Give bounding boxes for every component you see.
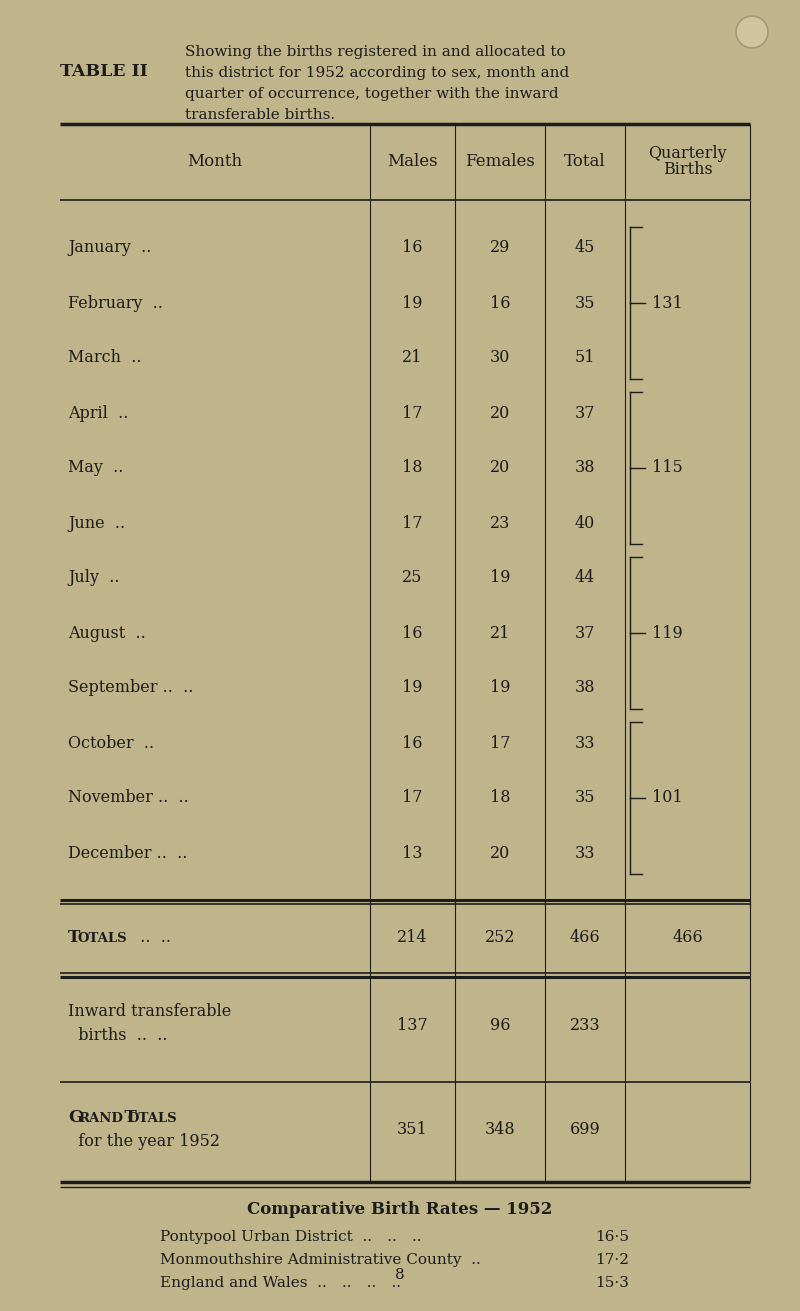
Text: 101: 101 xyxy=(652,789,682,806)
Text: 25: 25 xyxy=(402,569,422,586)
Text: 44: 44 xyxy=(575,569,595,586)
Text: 16: 16 xyxy=(490,295,510,312)
Text: 699: 699 xyxy=(570,1121,600,1138)
Text: RAND: RAND xyxy=(78,1112,123,1125)
Text: 23: 23 xyxy=(490,514,510,531)
Text: 38: 38 xyxy=(574,459,595,476)
Text: February  ..: February .. xyxy=(68,295,163,312)
Text: TABLE II: TABLE II xyxy=(60,63,148,80)
Text: Showing the births registered in and allocated to: Showing the births registered in and all… xyxy=(185,45,566,59)
Text: Monmouthshire Administrative County  ..: Monmouthshire Administrative County .. xyxy=(160,1253,481,1266)
Text: 17: 17 xyxy=(490,734,510,751)
Text: January  ..: January .. xyxy=(68,240,151,257)
Text: 30: 30 xyxy=(490,350,510,367)
Text: Males: Males xyxy=(387,153,438,170)
Text: 17: 17 xyxy=(402,514,422,531)
Text: 348: 348 xyxy=(485,1121,515,1138)
Text: 19: 19 xyxy=(402,295,422,312)
Text: 17: 17 xyxy=(402,405,422,422)
Text: 13: 13 xyxy=(402,844,422,861)
Text: T: T xyxy=(113,1109,137,1126)
Text: October  ..: October .. xyxy=(68,734,154,751)
Text: 38: 38 xyxy=(574,679,595,696)
Text: May  ..: May .. xyxy=(68,459,123,476)
Text: 37: 37 xyxy=(574,405,595,422)
Text: 35: 35 xyxy=(574,295,595,312)
Text: T: T xyxy=(68,929,80,947)
Text: England and Wales  .. .. .. ..: England and Wales .. .. .. .. xyxy=(160,1276,401,1290)
Text: April  ..: April .. xyxy=(68,405,128,422)
Text: G: G xyxy=(68,1109,82,1126)
Text: Inward transferable: Inward transferable xyxy=(68,1003,231,1020)
Text: 466: 466 xyxy=(570,929,600,947)
Text: 51: 51 xyxy=(574,350,595,367)
Text: 19: 19 xyxy=(490,679,510,696)
Text: Pontypool Urban District  .. .. ..: Pontypool Urban District .. .. .. xyxy=(160,1230,422,1244)
Text: 19: 19 xyxy=(402,679,422,696)
Text: quarter of occurrence, together with the inward: quarter of occurrence, together with the… xyxy=(185,87,558,101)
Text: Quarterly: Quarterly xyxy=(648,146,727,163)
Text: OTALS: OTALS xyxy=(127,1112,177,1125)
Text: Total: Total xyxy=(564,153,606,170)
Text: 8: 8 xyxy=(395,1268,405,1282)
Text: March  ..: March .. xyxy=(68,350,142,367)
Text: births  ..  ..: births .. .. xyxy=(68,1028,167,1045)
Text: 119: 119 xyxy=(652,624,682,641)
Text: Females: Females xyxy=(465,153,535,170)
Text: 45: 45 xyxy=(575,240,595,257)
Text: September ..  ..: September .. .. xyxy=(68,679,194,696)
Text: 17: 17 xyxy=(402,789,422,806)
Text: 33: 33 xyxy=(574,734,595,751)
Text: 19: 19 xyxy=(490,569,510,586)
Text: this district for 1952 according to sex, month and: this district for 1952 according to sex,… xyxy=(185,66,570,80)
Text: Comparative Birth Rates — 1952: Comparative Birth Rates — 1952 xyxy=(247,1201,553,1218)
Text: 15·3: 15·3 xyxy=(595,1276,629,1290)
Text: Births: Births xyxy=(662,161,712,178)
Text: 40: 40 xyxy=(575,514,595,531)
Text: for the year 1952: for the year 1952 xyxy=(68,1134,220,1151)
Text: December ..  ..: December .. .. xyxy=(68,844,187,861)
Text: 37: 37 xyxy=(574,624,595,641)
Text: June  ..: June .. xyxy=(68,514,125,531)
Text: 20: 20 xyxy=(490,405,510,422)
Text: 18: 18 xyxy=(490,789,510,806)
Text: 137: 137 xyxy=(397,1016,428,1033)
Text: July  ..: July .. xyxy=(68,569,119,586)
Text: 16·5: 16·5 xyxy=(595,1230,629,1244)
Text: 214: 214 xyxy=(398,929,428,947)
Text: 20: 20 xyxy=(490,459,510,476)
Text: 17·2: 17·2 xyxy=(595,1253,629,1266)
Text: 131: 131 xyxy=(652,295,682,312)
Text: 35: 35 xyxy=(574,789,595,806)
Text: 96: 96 xyxy=(490,1016,510,1033)
Text: 16: 16 xyxy=(402,624,422,641)
Text: 252: 252 xyxy=(485,929,515,947)
Text: OTALS: OTALS xyxy=(77,932,126,944)
Text: ..  ..: .. .. xyxy=(130,929,171,947)
Text: 21: 21 xyxy=(402,350,422,367)
Text: 16: 16 xyxy=(402,734,422,751)
Text: 115: 115 xyxy=(652,459,682,476)
Text: 466: 466 xyxy=(672,929,703,947)
Text: 18: 18 xyxy=(402,459,422,476)
Text: Month: Month xyxy=(187,153,242,170)
Text: 16: 16 xyxy=(402,240,422,257)
Text: November ..  ..: November .. .. xyxy=(68,789,189,806)
Text: 233: 233 xyxy=(570,1016,600,1033)
Text: 29: 29 xyxy=(490,240,510,257)
Text: August  ..: August .. xyxy=(68,624,146,641)
Text: 20: 20 xyxy=(490,844,510,861)
Text: transferable births.: transferable births. xyxy=(185,108,335,122)
Circle shape xyxy=(736,16,768,49)
Text: 21: 21 xyxy=(490,624,510,641)
Text: 33: 33 xyxy=(574,844,595,861)
Text: 351: 351 xyxy=(397,1121,428,1138)
